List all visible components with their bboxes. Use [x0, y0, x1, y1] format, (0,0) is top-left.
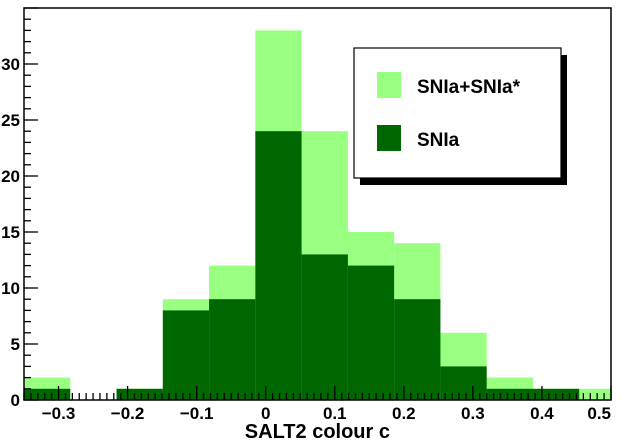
x-tick-label: 0.5: [587, 404, 611, 423]
x-axis-ticks: −0.3 −0.2 −0.1 0 0.1 0.2 0.3 0.4 0.5: [23, 386, 612, 423]
legend-label-snia-all: SNIa+SNIa*: [417, 77, 521, 98]
bar-snia-10: [486, 388, 533, 400]
legend: SNIa+SNIa* SNIa: [353, 47, 567, 185]
x-tick-label: 0: [261, 404, 270, 423]
bar-snia-5: [255, 131, 302, 400]
x-tick-label: 0.1: [323, 404, 347, 423]
legend-swatch-snia-all: [377, 72, 401, 98]
bar-snia-8: [394, 299, 441, 400]
y-axis-ticks: 0 5 10 15 20 25 30: [1, 7, 38, 410]
legend-box: [353, 47, 562, 179]
bar-snia-all-12: [579, 388, 611, 400]
x-tick-label: 0.3: [461, 404, 485, 423]
bar-snia-9: [440, 366, 487, 400]
y-tick-label: 25: [1, 111, 20, 130]
y-tick-label: 20: [1, 167, 20, 186]
bar-snia-4: [209, 299, 256, 400]
bars-snia-series: [24, 131, 580, 400]
y-tick-label: 5: [11, 335, 20, 354]
legend-label-snia: SNIa: [417, 130, 460, 151]
x-tick-label: 0.2: [392, 404, 416, 423]
x-tick-label: 0.4: [530, 404, 554, 423]
y-tick-label: 10: [1, 279, 20, 298]
bar-snia-7: [347, 265, 395, 400]
bar-snia-6: [301, 254, 348, 400]
y-tick-label: 15: [1, 223, 20, 242]
x-tick-label: −0.3: [42, 404, 76, 423]
x-tick-label: −0.1: [180, 404, 214, 423]
y-tick-label: 30: [1, 55, 20, 74]
legend-swatch-snia: [377, 125, 401, 151]
bar-snia-2: [116, 388, 163, 400]
plot-frame: [23, 7, 612, 401]
x-tick-label: −0.2: [111, 404, 145, 423]
bar-snia-0: [24, 388, 71, 400]
x-axis-title: SALT2 colour c: [245, 421, 390, 443]
y-tick-label: 0: [11, 391, 20, 410]
bar-snia-3: [162, 310, 210, 400]
